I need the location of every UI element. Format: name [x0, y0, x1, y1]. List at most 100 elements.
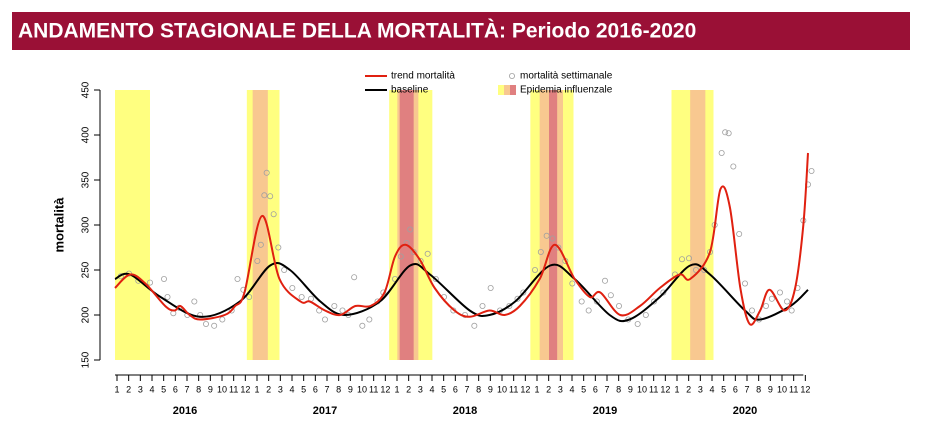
weekly-point [788, 307, 795, 314]
x-tick-label: 5 [301, 384, 306, 394]
weekly-point [718, 149, 725, 156]
weekly-point [585, 307, 592, 314]
epidemic-band [115, 90, 150, 360]
weekly-point [651, 298, 658, 305]
x-tick-label: 7 [744, 384, 749, 394]
x-tick-label: 2 [686, 384, 691, 394]
weekly-point [514, 295, 521, 302]
weekly-point [736, 230, 743, 237]
weekly-point [602, 277, 609, 284]
x-tick-label: 5 [581, 384, 586, 394]
y-tick-label: 250 [81, 261, 92, 278]
x-tick-label: 2 [266, 384, 271, 394]
legend-swatch [498, 85, 504, 95]
weekly-point [261, 192, 268, 199]
weekly-point [555, 244, 562, 251]
x-tick-label: 3 [138, 384, 143, 394]
x-tick-label: 10 [637, 384, 647, 394]
weekly-point [763, 302, 770, 309]
x-tick-label: 1 [114, 384, 119, 394]
weekly-point [725, 130, 732, 137]
weekly-point [331, 302, 338, 309]
x-tick-label: 12 [380, 384, 390, 394]
weekly-point [407, 226, 414, 233]
legend-label: baseline [391, 85, 429, 96]
x-tick-label: 11 [369, 384, 378, 394]
weekly-point [397, 253, 404, 260]
epidemic-band [252, 90, 268, 360]
weekly-point [298, 293, 305, 300]
weekly-point [211, 322, 218, 329]
weekly-point [359, 322, 366, 329]
weekly-point [202, 320, 209, 327]
x-tick-label: 11 [509, 384, 518, 394]
x-tick-label: 2 [406, 384, 411, 394]
x-tick-label: 6 [593, 384, 598, 394]
legend-swatch [510, 85, 516, 95]
weekly-point [289, 284, 296, 291]
x-tick-label: 7 [604, 384, 609, 394]
weekly-point [768, 295, 775, 302]
legend-label: Epidemia influenzale [520, 85, 613, 96]
weekly-point [479, 302, 486, 309]
weekly-point [543, 232, 550, 239]
x-tick-label: 8 [756, 384, 761, 394]
x-tick-label: 6 [453, 384, 458, 394]
weekly-point [607, 292, 614, 299]
x-tick-label: 9 [488, 384, 493, 394]
x-tick-label: 7 [324, 384, 329, 394]
weekly-point [321, 316, 328, 323]
weekly-point [471, 322, 478, 329]
weekly-point [146, 279, 153, 286]
x-tick-label: 8 [476, 384, 481, 394]
weekly-point [246, 293, 253, 300]
weekly-point [722, 129, 729, 136]
weekly-point [432, 275, 439, 282]
y-tick-label: 450 [81, 81, 92, 98]
weekly-point [254, 257, 261, 264]
weekly-point [506, 302, 513, 309]
year-label: 2019 [593, 405, 617, 417]
x-tick-label: 11 [649, 384, 658, 394]
weekly-point [424, 250, 431, 257]
x-tick-label: 1 [674, 384, 679, 394]
weekly-point [777, 289, 784, 296]
weekly-point [257, 241, 264, 248]
x-tick-label: 8 [196, 384, 201, 394]
x-tick-label: 4 [149, 384, 154, 394]
title-bar [12, 12, 910, 50]
x-tick-label: 10 [217, 384, 227, 394]
x-tick-label: 6 [173, 384, 178, 394]
y-tick-label: 300 [81, 216, 92, 233]
weekly-point [730, 163, 737, 170]
x-tick-label: 9 [628, 384, 633, 394]
x-tick-label: 3 [558, 384, 563, 394]
weekly-point [593, 298, 600, 305]
weekly-point [679, 256, 686, 263]
y-tick-label: 150 [81, 351, 92, 368]
y-axis-label: mortalità [51, 197, 66, 253]
x-tick-label: 7 [184, 384, 189, 394]
weekly-point [616, 302, 623, 309]
weekly-point [219, 316, 226, 323]
weekly-point [351, 274, 358, 281]
weekly-point [191, 298, 198, 305]
x-tick-label: 8 [616, 384, 621, 394]
weekly-point [417, 257, 424, 264]
x-tick-label: 4 [289, 384, 294, 394]
weekly-point [281, 266, 288, 273]
weekly-point [267, 193, 274, 200]
x-tick-label: 5 [441, 384, 446, 394]
weekly-point [749, 307, 756, 314]
x-tick-label: 11 [789, 384, 798, 394]
series-line [114, 152, 809, 326]
weekly-point [234, 275, 241, 282]
x-tick-label: 1 [254, 384, 259, 394]
x-tick-label: 12 [240, 384, 250, 394]
x-tick-label: 12 [660, 384, 670, 394]
weekly-point [487, 284, 494, 291]
weekly-point [549, 235, 556, 242]
weekly-point [701, 266, 708, 273]
x-tick-label: 2 [546, 384, 551, 394]
